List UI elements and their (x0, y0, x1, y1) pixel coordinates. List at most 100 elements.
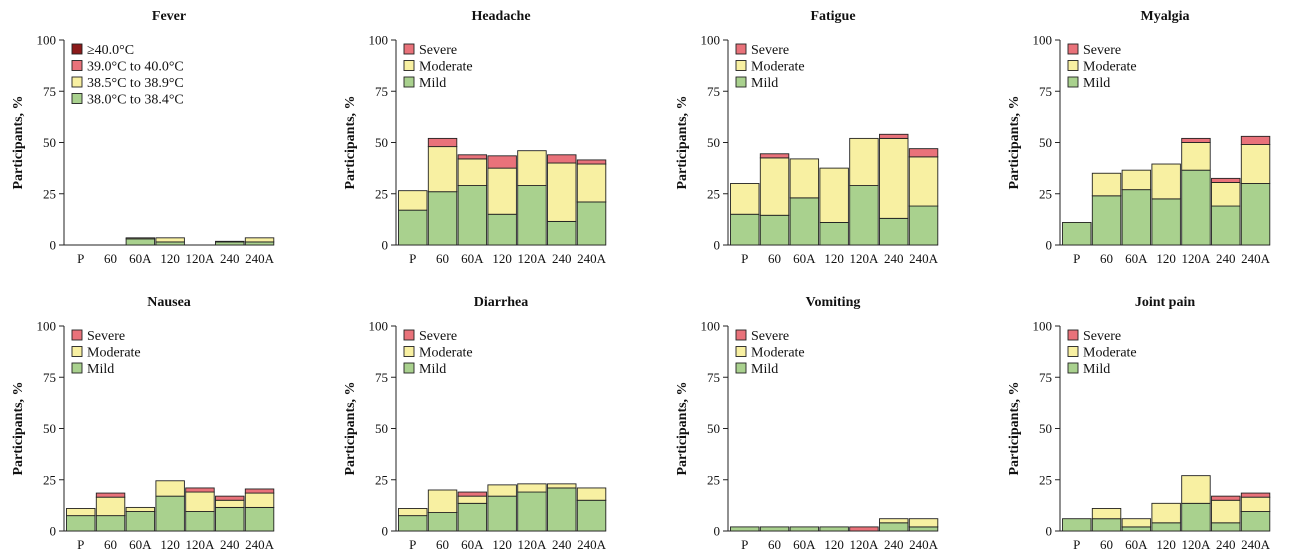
bar-segment (428, 192, 457, 245)
bar-segment (790, 527, 819, 531)
y-axis-label: Participants, % (11, 95, 26, 189)
x-tick-label: 240A (577, 537, 607, 552)
chart-title: Myalgia (1141, 9, 1190, 24)
bar-segment (909, 149, 938, 157)
bar-segment (577, 202, 606, 245)
bar-segment (1092, 508, 1121, 518)
chart-title: Vomiting (806, 295, 861, 310)
x-tick-label: 240A (245, 537, 275, 552)
legend-label: 38.5°C to 38.9°C (87, 76, 184, 91)
chart-panel-2: Fatigue Participants, % 0 25 50 75 100 P 60 60A 12… (675, 9, 939, 266)
x-tick-label: 240A (1241, 537, 1271, 552)
bar-segment (216, 496, 245, 500)
legend-swatch (736, 347, 746, 357)
legend-label: Moderate (1083, 346, 1137, 361)
bar-segment (428, 513, 457, 531)
chart-panel-5: Diarrhea Participants, % 0 25 50 75 100 P 60 60A 1… (343, 295, 607, 552)
x-tick-label: P (77, 537, 84, 552)
bar-segment (1241, 145, 1270, 184)
bar-segment (731, 214, 760, 245)
bar-segment (488, 485, 517, 496)
x-tick-label: 120 (160, 251, 180, 266)
x-tick-label: 240 (552, 537, 572, 552)
bar-segment (428, 490, 457, 513)
legend-label: Mild (751, 362, 778, 377)
bar-segment (880, 523, 909, 531)
y-tick-label: 0 (382, 238, 389, 253)
bar-segment (488, 496, 517, 531)
bar-segment (428, 147, 457, 192)
bar-segment (399, 210, 428, 245)
legend-swatch (72, 77, 82, 87)
bar-segment (458, 155, 487, 159)
bar-segment (850, 186, 879, 245)
y-tick-label: 50 (1039, 135, 1052, 150)
legend-label: Mild (1083, 362, 1110, 377)
legend-swatch (72, 330, 82, 340)
legend-swatch (736, 330, 746, 340)
x-tick-label: 120A (850, 537, 880, 552)
bar-segment (1122, 527, 1151, 531)
x-tick-label: P (1073, 251, 1080, 266)
bar-segment (1152, 164, 1181, 199)
bar-segment (488, 214, 517, 245)
legend-label: Moderate (419, 346, 473, 361)
bar-segment (1152, 199, 1181, 245)
bar-segment (156, 242, 185, 245)
x-tick-label: P (741, 537, 748, 552)
bar-segment (548, 221, 577, 245)
x-tick-label: 60 (436, 537, 449, 552)
bar-segment (488, 168, 517, 214)
bar-segment (850, 527, 879, 531)
y-axis-label: Participants, % (675, 95, 690, 189)
bar-segment (760, 158, 789, 215)
chart-title: Headache (471, 9, 530, 24)
y-axis-label: Participants, % (1007, 381, 1022, 475)
legend-label: Moderate (751, 346, 805, 361)
bar-segment (577, 500, 606, 531)
bar-segment (577, 164, 606, 202)
bar-segment (1092, 173, 1121, 196)
bar-segment (458, 159, 487, 186)
x-tick-label: 60A (129, 537, 152, 552)
bar-segment (1122, 190, 1151, 245)
legend-label: Mild (751, 76, 778, 91)
bar-segment (909, 157, 938, 206)
y-tick-label: 50 (43, 135, 56, 150)
x-tick-label: 120A (1182, 537, 1212, 552)
x-tick-label: P (409, 251, 416, 266)
legend-label: Mild (419, 76, 446, 91)
y-tick-label: 0 (1046, 524, 1053, 539)
legend-swatch (736, 363, 746, 373)
bar-segment (399, 508, 428, 515)
bar-segment (186, 488, 215, 492)
y-tick-label: 25 (707, 186, 720, 201)
x-tick-label: P (1073, 537, 1080, 552)
y-tick-label: 75 (375, 84, 388, 99)
bar-segment (156, 496, 185, 531)
bar-segment (1212, 178, 1241, 182)
x-tick-label: 240A (577, 251, 607, 266)
bar-segment (548, 484, 577, 488)
legend-swatch (1068, 363, 1078, 373)
bar-segment (548, 488, 577, 531)
bar-segment (96, 497, 125, 515)
bar-segment (186, 512, 215, 531)
y-tick-label: 100 (701, 33, 721, 48)
bar-segment (1152, 503, 1181, 522)
x-tick-label: 120A (186, 537, 216, 552)
legend-label: Severe (1083, 43, 1121, 58)
bar-segment (1212, 496, 1241, 500)
bar-segment (518, 151, 547, 186)
x-tick-label: 240A (245, 251, 275, 266)
x-tick-label: 240 (220, 537, 240, 552)
legend-swatch (72, 94, 82, 104)
legend-label: Severe (87, 329, 125, 344)
bar-segment (548, 155, 577, 163)
y-axis-label: Participants, % (11, 381, 26, 475)
legend-swatch (736, 77, 746, 87)
x-tick-label: 120 (1156, 537, 1176, 552)
legend-label: Mild (419, 362, 446, 377)
bar-segment (245, 489, 273, 493)
y-tick-label: 50 (707, 135, 720, 150)
